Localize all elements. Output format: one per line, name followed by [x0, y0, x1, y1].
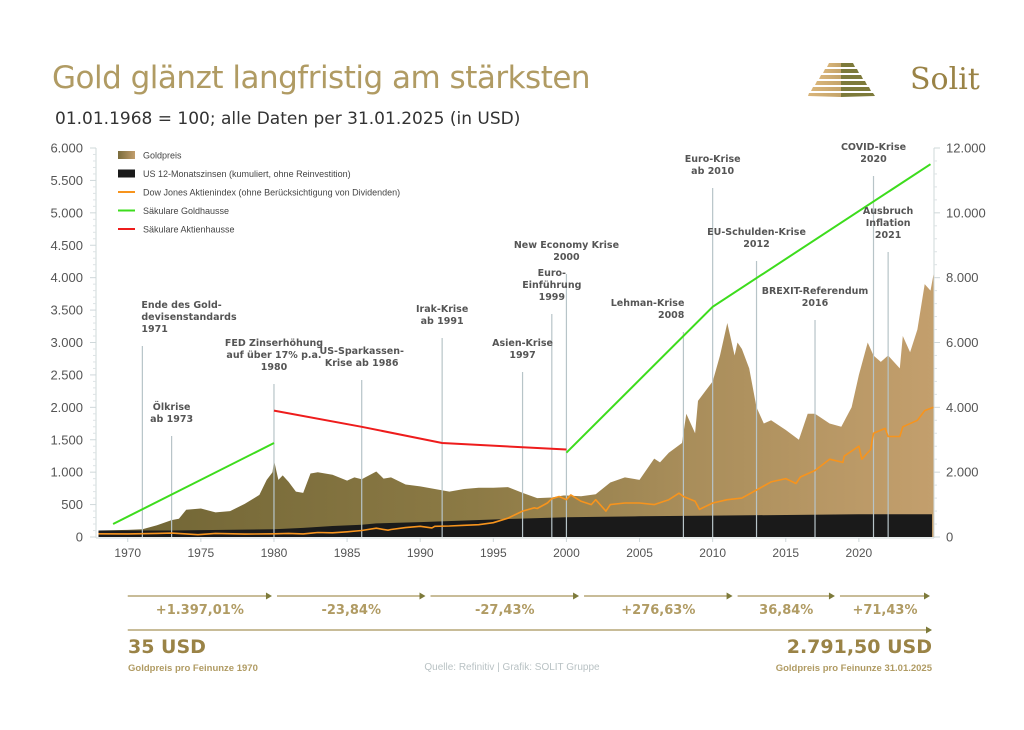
x-tick-label: 2020 [846, 546, 873, 560]
left-tick-label: 2.000 [50, 400, 83, 415]
event-label: 2012 [743, 239, 769, 250]
x-tick-label: 1985 [334, 546, 361, 560]
legend-goldpreis-label: Goldpreis [143, 151, 182, 161]
left-tick-label: 5.500 [50, 173, 83, 188]
x-tick-label: 1980 [261, 546, 288, 560]
x-tick-label: 1975 [188, 546, 215, 560]
legend-goldpreis-swatch [118, 151, 135, 159]
event-label: Euro- [538, 268, 566, 279]
event-label: Ausbruch [863, 206, 914, 217]
legend-zinsen-label: US 12-Monatszinsen (kumuliert, ohne Rein… [143, 169, 351, 179]
event-label: auf über 17% p.a. [226, 350, 321, 361]
page-title: Gold glänzt langfristig am stärksten [52, 60, 591, 96]
event-label: US-Sparkassen- [319, 346, 403, 357]
event-label: Lehman-Krise [611, 298, 685, 309]
legend-dow-jones-label: Dow Jones Aktienindex (ohne Berücksichti… [143, 188, 400, 198]
arrow-head-icon [726, 592, 733, 600]
start-gold-caption: Goldpreis pro Feinunze 1970 [128, 663, 258, 674]
dow-jones-line [98, 406, 934, 536]
event-label: ab 2010 [691, 166, 734, 177]
us-zinsen-area [98, 514, 932, 537]
goldpreis-area [98, 274, 934, 537]
left-tick-label: 3.000 [50, 335, 83, 350]
left-tick-label: 6.000 [50, 141, 83, 156]
start-gold-price: 35 USD [128, 636, 206, 658]
right-tick-label: 6.000 [946, 335, 979, 350]
event-label: 1971 [141, 324, 167, 335]
x-tick-label: 2000 [553, 546, 580, 560]
aktienhausse-line [273, 409, 567, 451]
event-label: New Economy Krise [514, 240, 619, 251]
event-label: 2016 [802, 298, 829, 309]
left-tick-label: 0 [76, 530, 83, 545]
x-tick-label: 2015 [772, 546, 799, 560]
event-label: Einführung [522, 280, 581, 291]
event-label: 1997 [509, 350, 535, 361]
x-tick-label: 1970 [114, 546, 141, 560]
left-tick-label: 1.000 [50, 465, 83, 480]
source-note: Quelle: Refinitiv | Grafik: SOLIT Gruppe [424, 662, 600, 673]
right-tick-label: 4.000 [946, 400, 979, 415]
right-tick-label: 2.000 [946, 465, 979, 480]
legend-aktienhausse-label: Säkulare Aktienhausse [143, 225, 235, 235]
end-gold-price: 2.791,50 USD [786, 636, 932, 658]
right-tick-label: 12.000 [946, 141, 986, 156]
left-tick-label: 4.000 [50, 270, 83, 285]
event-label: devisenstandards [141, 312, 237, 323]
event-label: 2020 [860, 154, 887, 165]
period-change-label: +71,43% [852, 603, 918, 618]
right-tick-label: 8.000 [946, 270, 979, 285]
event-label: Asien-Krise [492, 338, 553, 349]
arrow-head-icon [828, 592, 835, 600]
arrow-head-icon [265, 592, 272, 600]
legend-goldhausse-label: Säkulare Goldhausse [143, 206, 229, 216]
x-tick-label: 1990 [407, 546, 434, 560]
event-label: Krise ab 1986 [325, 358, 399, 369]
period-change-label: -23,84% [321, 603, 381, 618]
left-tick-label: 2.500 [50, 367, 83, 382]
event-label: EU-Schulden-Krise [707, 227, 806, 238]
x-tick-label: 1995 [480, 546, 507, 560]
arrow-head-icon [926, 626, 932, 634]
event-label: BREXIT-Referendum [762, 286, 869, 297]
period-change-label: +276,63% [621, 603, 696, 618]
end-gold-caption: Goldpreis pro Feinunze 31.01.2025 [775, 663, 932, 674]
left-tick-label: 3.500 [50, 303, 83, 318]
event-label: ab 1973 [150, 414, 193, 425]
legend-zinsen-swatch [118, 169, 135, 178]
event-label: 2021 [875, 230, 901, 241]
event-label: Euro-Krise [685, 154, 741, 165]
event-label: Ende des Gold- [141, 300, 221, 311]
right-tick-label: 10.000 [946, 205, 986, 220]
arrow-head-icon [419, 592, 426, 600]
left-tick-label: 1.500 [50, 432, 83, 447]
x-tick-label: 2010 [699, 546, 726, 560]
left-tick-label: 5.000 [50, 205, 83, 220]
arrow-head-icon [924, 592, 930, 600]
solit-pyramid-logo-icon [808, 63, 875, 97]
brand-name: Solit [910, 62, 980, 97]
period-change-label: +1.397,01% [155, 603, 244, 618]
event-label: 1980 [261, 362, 288, 373]
x-tick-label: 2005 [626, 546, 653, 560]
goldhausse-line [112, 442, 275, 525]
event-label: COVID-Krise [841, 142, 906, 153]
period-change-label: 36,84% [759, 603, 814, 618]
event-label: 2000 [553, 252, 580, 263]
left-tick-label: 500 [61, 497, 83, 512]
event-label: Ölkrise [153, 402, 191, 413]
left-tick-label: 4.500 [50, 238, 83, 253]
event-label: 1999 [539, 292, 565, 303]
period-change-label: -27,43% [474, 603, 535, 618]
event-label: 2008 [658, 310, 685, 321]
arrow-head-icon [573, 592, 580, 600]
event-label: Inflation [866, 218, 911, 229]
chart-subtitle: 01.01.1968 = 100; alle Daten per 31.01.2… [55, 109, 521, 129]
right-tick-label: 0 [946, 530, 953, 545]
event-label: ab 1991 [421, 316, 464, 327]
goldhausse-line [565, 163, 932, 454]
event-label: FED Zinserhöhung [225, 338, 323, 349]
event-label: Irak-Krise [416, 304, 468, 315]
